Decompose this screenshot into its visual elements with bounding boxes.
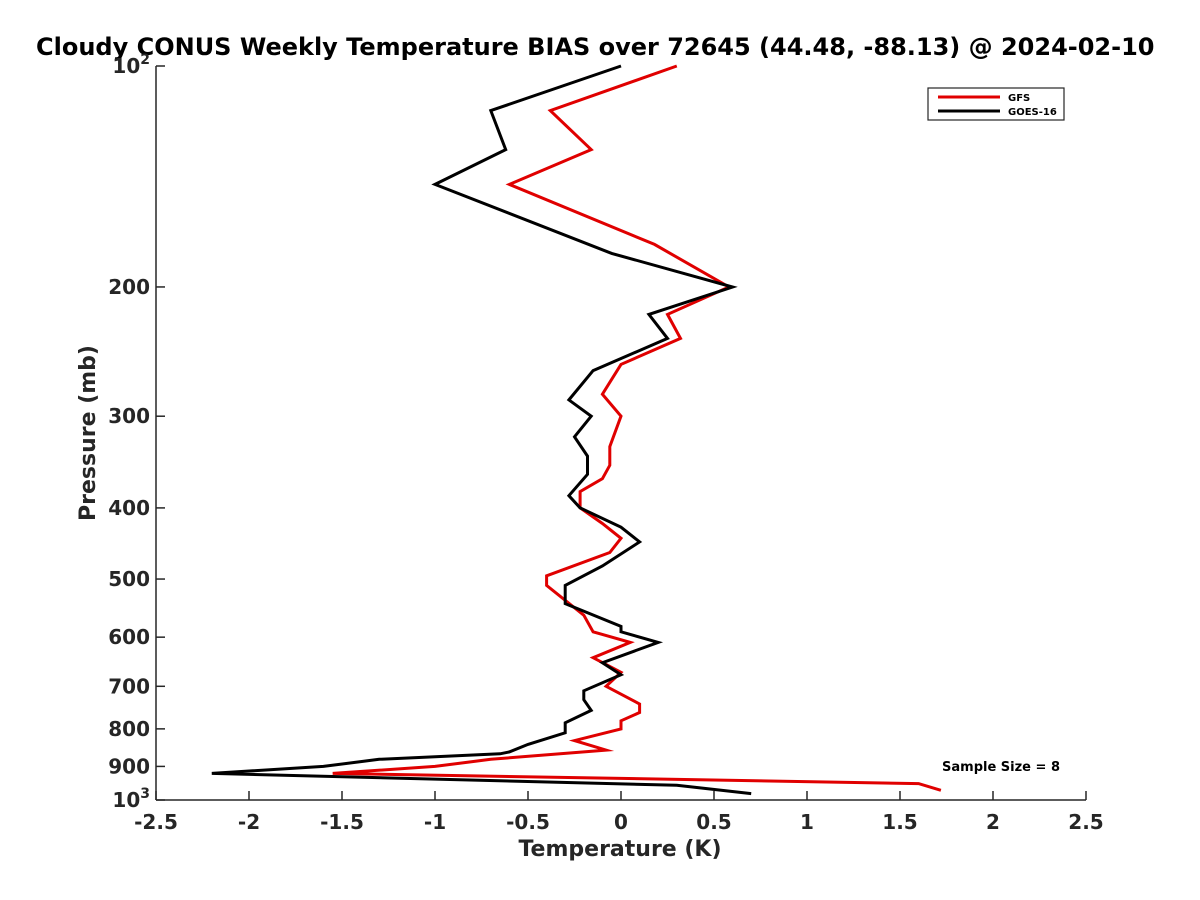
x-tick-label: -0.5	[506, 810, 550, 834]
series-line-gfs	[332, 64, 942, 792]
x-tick-label: 2	[986, 810, 1000, 834]
y-axis-label: Pressure (mb)	[76, 345, 101, 521]
y-tick-label: 700	[108, 674, 150, 698]
x-tick-label: -2	[238, 810, 260, 834]
legend-box	[927, 87, 1065, 121]
series-line-goes-16	[211, 64, 752, 796]
axes: -2.5 -2 -1.5 -1 -0.5 0 0.5 1 1.5 2 2.5102200300400…	[108, 52, 1103, 834]
y-tick-exponent: 2	[140, 52, 150, 68]
y-tick-label: 600	[108, 625, 150, 649]
x-tick-label: 2.5	[1068, 810, 1103, 834]
sample-size-annotation: Sample Size = 8	[942, 760, 1060, 775]
y-tick-base: 10	[112, 788, 140, 812]
y-tick-label: 400	[108, 496, 150, 520]
y-tick-base: 10	[112, 54, 140, 78]
x-axis-label: Temperature (K)	[518, 837, 721, 862]
y-tick-label: 103	[112, 786, 150, 812]
y-tick-label: 500	[108, 567, 150, 591]
legend: GFS GOES-16	[927, 87, 1065, 121]
x-tick-label: -1	[424, 810, 446, 834]
x-tick-label: -2.5	[134, 810, 178, 834]
x-tick-label: 0.5	[696, 810, 731, 834]
legend-label: GOES-16	[1008, 107, 1057, 118]
y-tick-exponent: 3	[140, 786, 150, 802]
x-tick-label: 1.5	[882, 810, 917, 834]
series-lines	[211, 64, 942, 796]
legend-label: GFS	[1008, 93, 1030, 104]
chart-title: Cloudy CONUS Weekly Temperature BIAS ove…	[36, 33, 1154, 61]
y-tick-label: 102	[112, 52, 150, 78]
y-tick-label: 800	[108, 717, 150, 741]
y-tick-label: 900	[108, 754, 150, 778]
x-tick-label: -1.5	[320, 810, 364, 834]
y-tick-label: 200	[108, 275, 150, 299]
x-tick-label: 1	[800, 810, 814, 834]
y-tick-label: 300	[108, 404, 150, 428]
x-tick-label: 0	[614, 810, 628, 834]
